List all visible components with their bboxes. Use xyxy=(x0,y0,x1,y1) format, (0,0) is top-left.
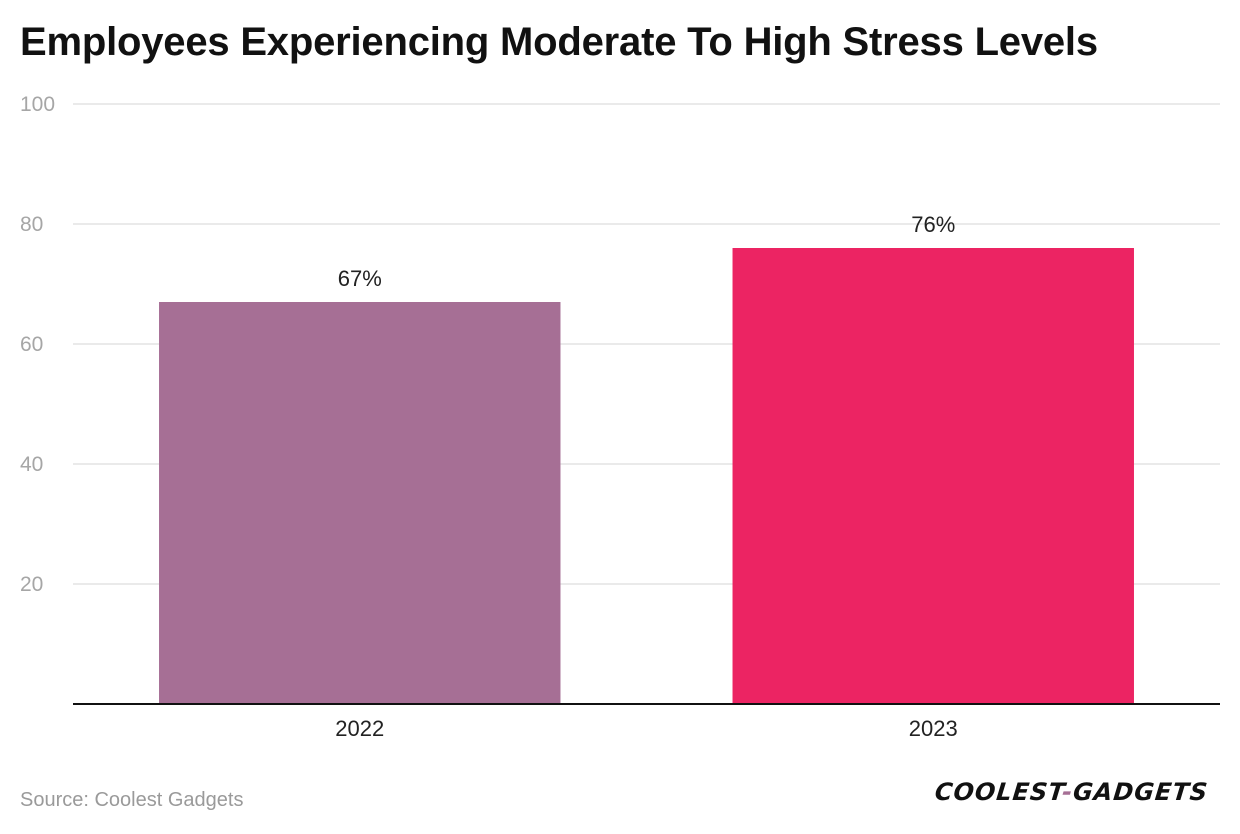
data-labels: 67% 76% xyxy=(338,212,956,291)
data-label-2022: 67% xyxy=(338,266,382,291)
y-tick-label-40: 40 xyxy=(20,453,43,476)
source-note: Source: Coolest Gadgets xyxy=(20,789,244,811)
chart-title: Employees Experiencing Moderate To High … xyxy=(20,20,1098,64)
x-label-2023: 2023 xyxy=(909,716,958,741)
y-tick-label-20: 20 xyxy=(20,573,43,596)
data-label-2023: 76% xyxy=(911,212,955,237)
logo-text-gadgets: GADGETS xyxy=(1071,778,1210,806)
y-tick-label-60: 60 xyxy=(20,333,43,356)
y-tick-label-100: 100 xyxy=(20,93,55,116)
logo-text-coolest: COOLEST xyxy=(933,778,1064,806)
y-axis-ticks: 20 40 60 80 100 xyxy=(20,93,55,596)
bar-2023 xyxy=(732,248,1134,704)
x-label-2022: 2022 xyxy=(335,716,384,741)
bars xyxy=(159,248,1134,704)
x-axis-labels: 2022 2023 xyxy=(335,716,957,741)
coolest-gadgets-logo: COOLEST-GADGETS xyxy=(934,778,1210,806)
y-tick-label-80: 80 xyxy=(20,213,43,236)
bar-2022 xyxy=(159,302,561,704)
